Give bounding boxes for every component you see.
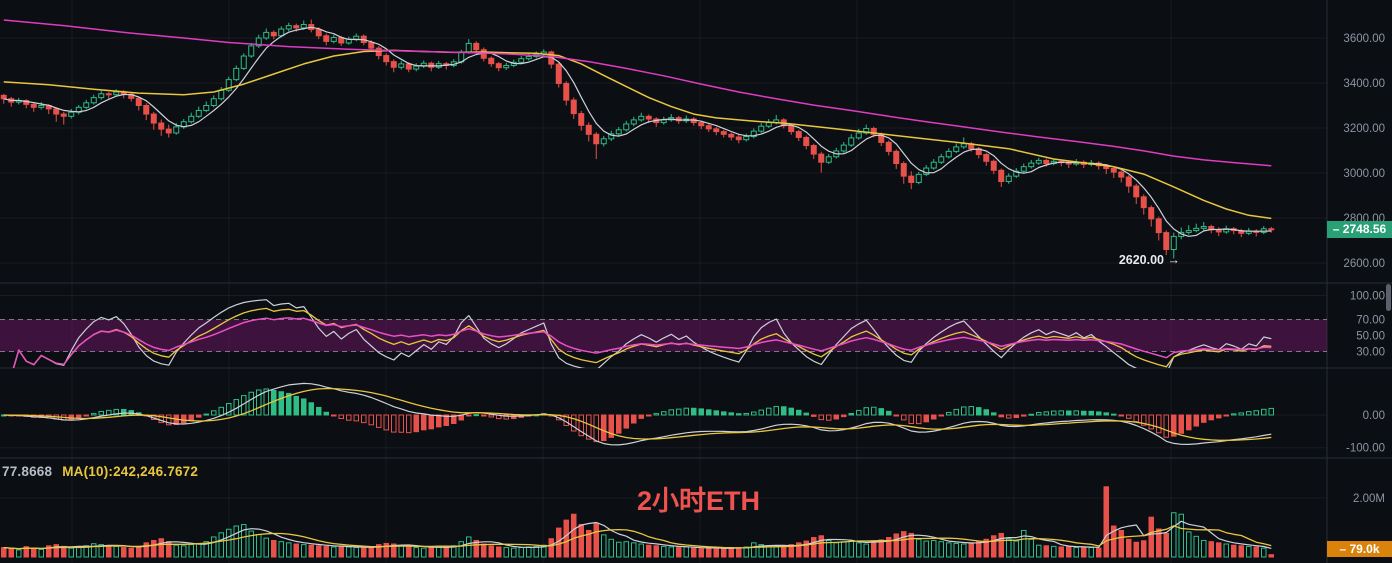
axis-tick-label: -100.00 [1346,443,1385,455]
volume-ma-legend: 77.8668 MA(10):242,246.7672 [2,464,198,479]
axis-tick-label: 2600.00 [1343,258,1385,270]
scrollbar-thumb[interactable] [1386,284,1391,311]
low-price-annotation: 2620.00 → [1118,253,1180,267]
axis-tick-label: 3600.00 [1343,33,1385,45]
axis-tick-label: 50.00 [1356,331,1385,343]
price-axis[interactable] [1327,0,1392,563]
axis-tick-label: 100.00 [1350,290,1385,302]
axis-tick-label: 70.00 [1356,314,1385,326]
axis-tick-label: 2.00M [1353,493,1385,505]
volume-ma10-value: MA(10):242,246.7672 [62,464,199,479]
axis-tick-label: 3400.00 [1343,78,1385,90]
axis-tick-label: 0.00 [1363,410,1385,422]
timeframe-watermark: 2小时ETH [637,486,761,516]
axis-tick-label: 3000.00 [1343,168,1385,180]
last-price-tag: – 2748.56 [1327,221,1392,238]
axis-tick-label: 30.00 [1356,347,1385,359]
axis-tick-label: 3200.00 [1343,123,1385,135]
volume-ma5-value: 77.8668 [2,464,53,479]
last-volume-tag: – 79.0k [1327,541,1392,557]
